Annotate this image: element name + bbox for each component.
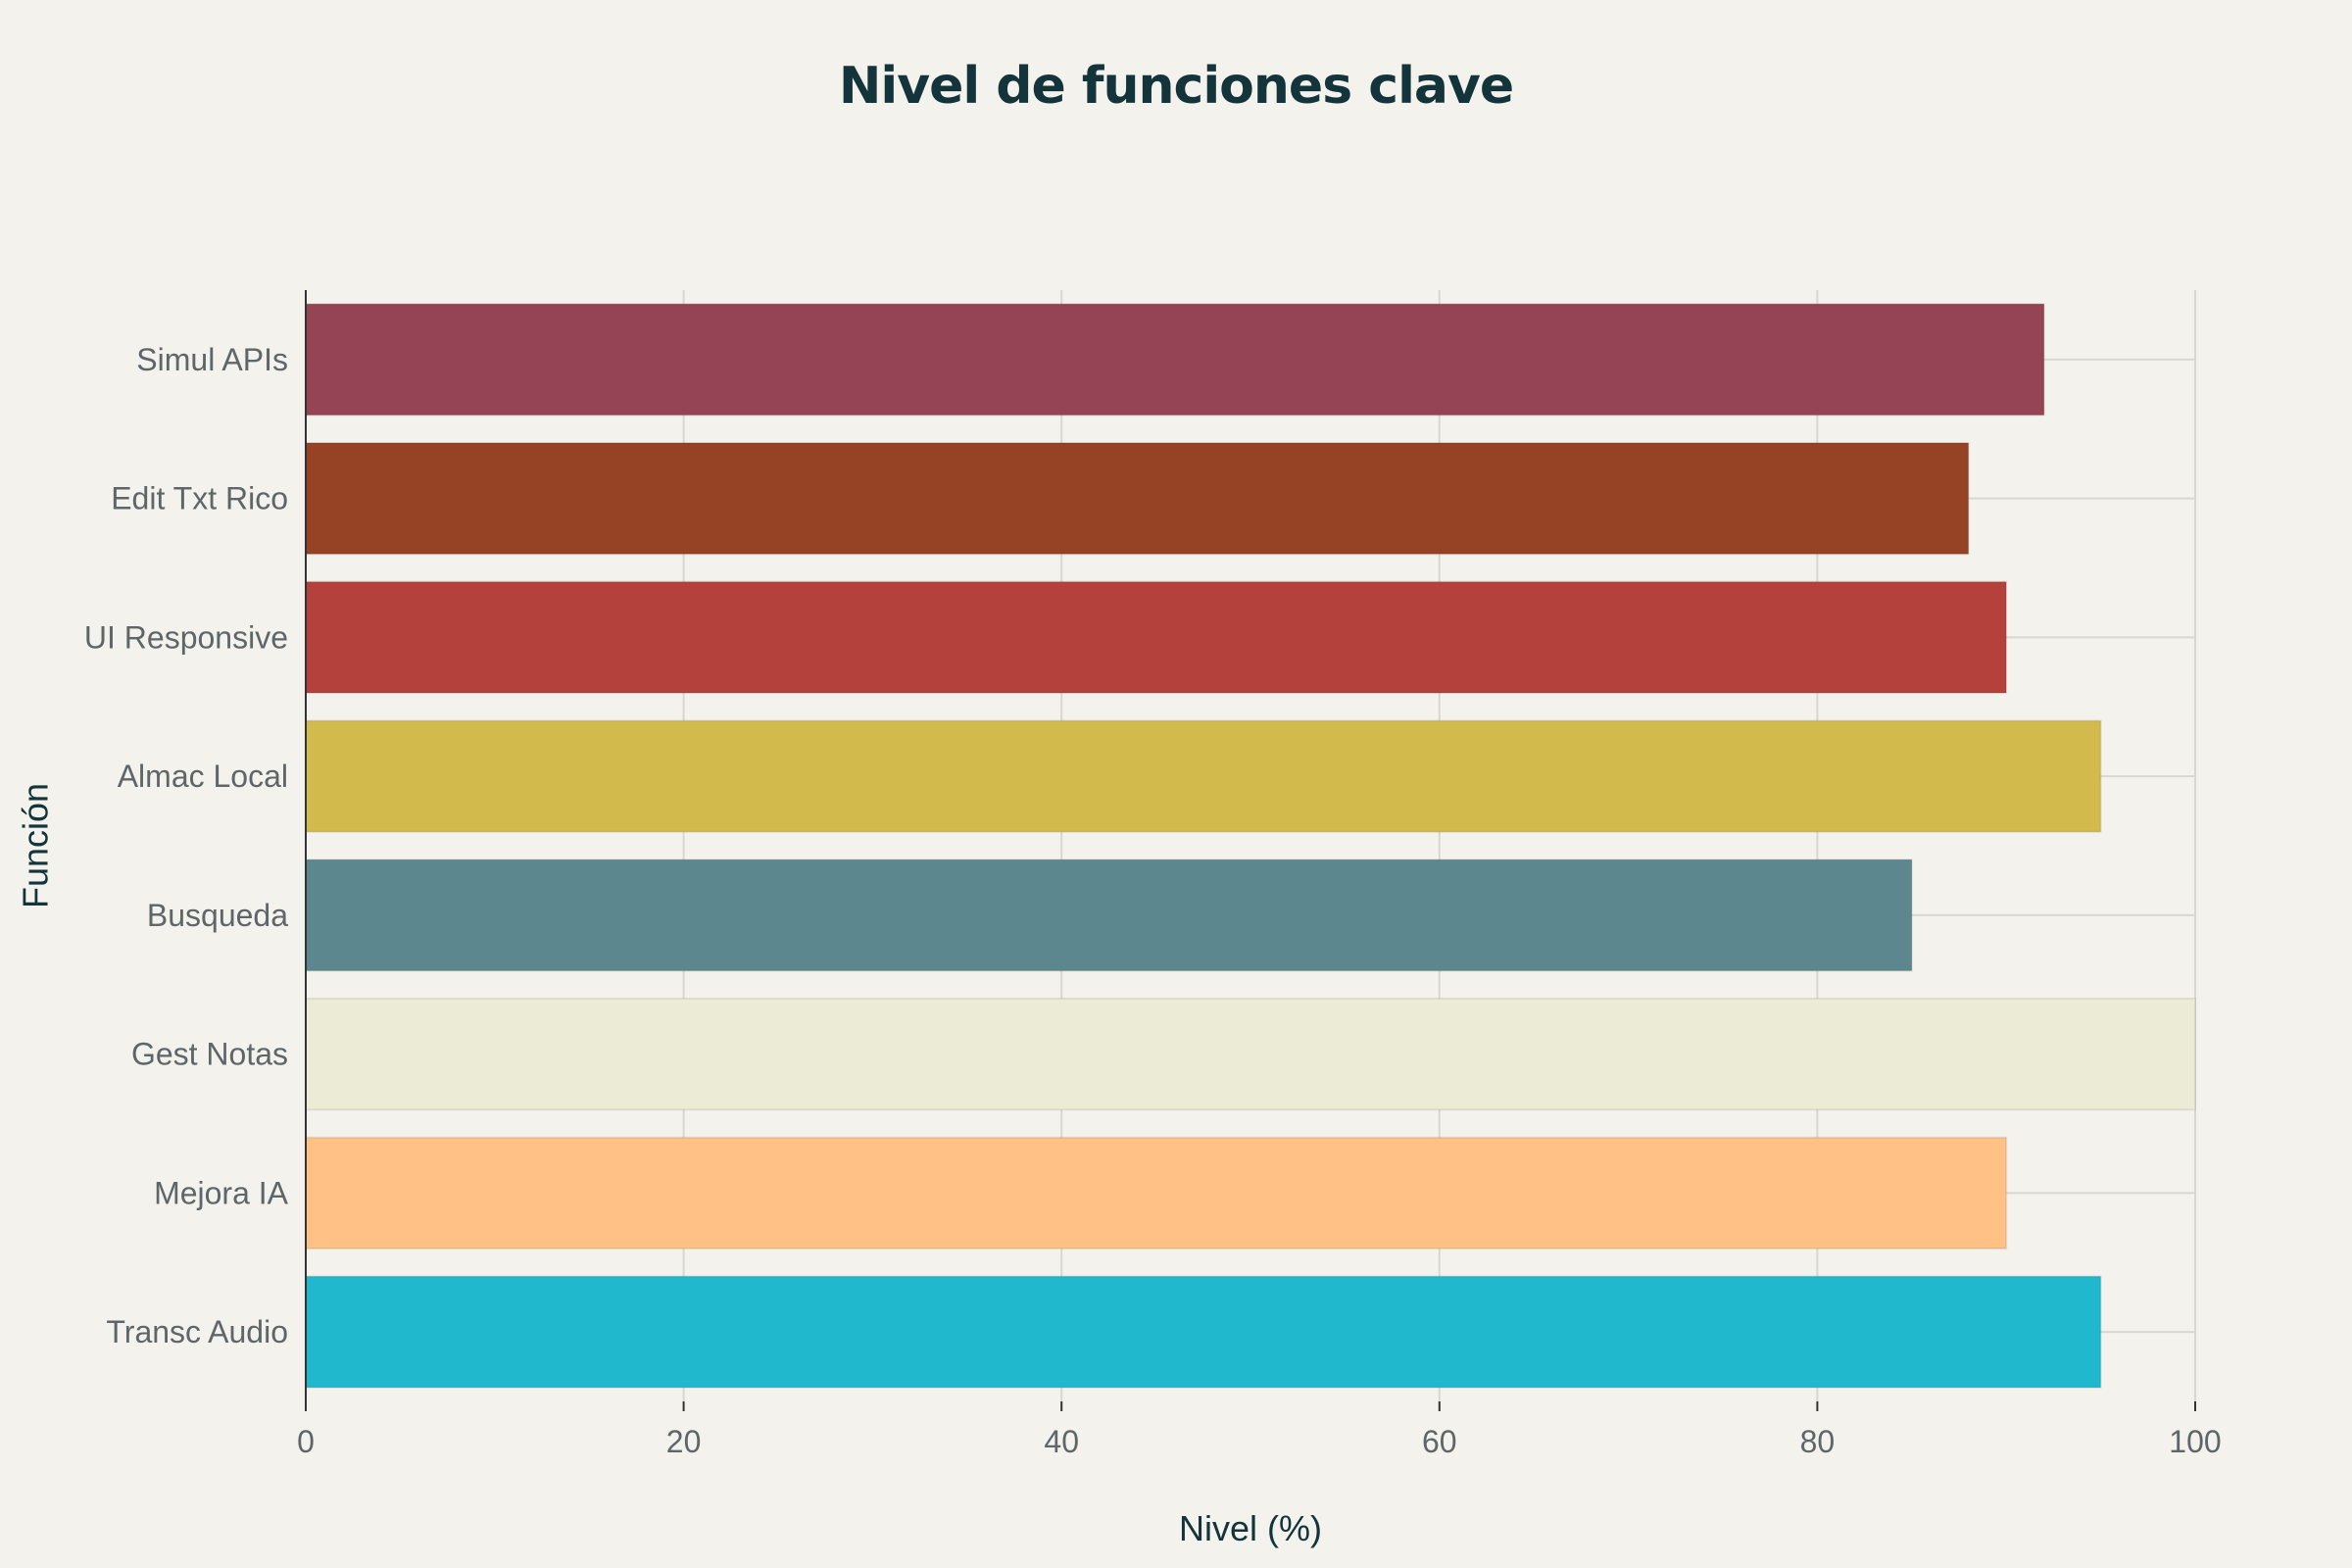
y-tick-label: UI Responsive — [84, 619, 288, 655]
chart-title: Nivel de funciones clave — [838, 57, 1514, 116]
bars — [305, 303, 2196, 1389]
bar-almac-local — [305, 719, 2102, 833]
bar-ui-responsive — [305, 580, 2008, 695]
y-tick-label: Busqueda — [147, 898, 288, 933]
x-tick-label: 40 — [1044, 1424, 1079, 1459]
axes: Simul APIs Edit Txt Rico UI Responsive Alma… — [84, 290, 2222, 1459]
x-tick-label: 0 — [297, 1424, 315, 1459]
y-tick-label: Almac Local — [118, 759, 288, 794]
y-tick-label: Simul APIs — [136, 342, 288, 377]
bar-simul-apis — [305, 303, 2045, 416]
x-axis-title: Nivel (%) — [1179, 1508, 1322, 1548]
x-tick-label: 80 — [1800, 1424, 1836, 1459]
bar-busqueda — [305, 858, 1913, 972]
bar-mejora-ia — [305, 1136, 2008, 1250]
bar-transc-audio — [305, 1275, 2102, 1389]
bar-edit-txt-rico — [305, 441, 1970, 556]
y-tick-label: Mejora IA — [154, 1175, 289, 1210]
bar-gest-notas — [305, 997, 2196, 1111]
y-tick-label: Gest Notas — [131, 1037, 288, 1072]
y-tick-label: Transc Audio — [106, 1314, 288, 1349]
y-tick-label: Edit Txt Rico — [111, 481, 288, 516]
x-tick-label: 60 — [1422, 1424, 1457, 1459]
y-axis-title: Función — [16, 783, 56, 908]
x-tick-label: 20 — [666, 1424, 702, 1459]
x-tick-label: 100 — [2169, 1424, 2221, 1459]
